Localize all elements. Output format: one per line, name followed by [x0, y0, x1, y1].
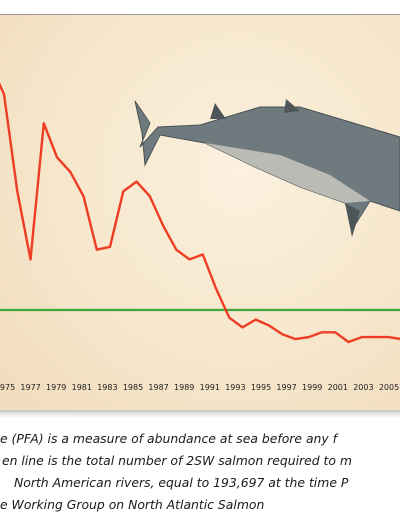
x-tick-label: 1997	[276, 383, 296, 392]
chart-panel: 1975 1977 1979 1981 1983 1985 1987 1989 1991 1993…	[0, 14, 400, 412]
x-tick-label: 2003	[353, 383, 373, 392]
caption-line-3: North American rivers, equal to 193,697 …	[14, 475, 349, 490]
x-tick-label: 1975	[0, 383, 15, 392]
salmon-illustration	[134, 99, 400, 237]
x-tick-label: 1999	[302, 383, 322, 392]
x-tick-label: 1979	[46, 383, 66, 392]
x-tick-label: 1983	[97, 383, 117, 392]
x-tick-label: 1987	[148, 383, 168, 392]
x-tick-label: 1981	[72, 383, 92, 392]
x-tick-label: 1995	[251, 383, 271, 392]
x-tick-label: 1993	[225, 383, 245, 392]
x-tick-label: 1977	[20, 383, 40, 392]
pfa-series-line	[0, 82, 400, 344]
caption-line-4: e Working Group on North Atlantic Salmon	[0, 497, 265, 512]
figure-caption: e (PFA) is a measure of abundance at sea…	[0, 428, 400, 516]
panel-shadow	[0, 410, 400, 418]
x-tick-label: 1989	[174, 383, 194, 392]
x-tick-label: 2001	[328, 383, 348, 392]
line-chart: 1975 1977 1979 1981 1983 1985 1987 1989 1991 1993…	[0, 82, 400, 392]
x-tick-label: 1991	[200, 383, 220, 392]
caption-line-2: en line is the total number of 2SW salmo…	[2, 453, 352, 468]
x-tick-label: 2005	[379, 383, 399, 392]
caption-line-1: e (PFA) is a measure of abundance at sea…	[0, 431, 338, 446]
x-tick-label: 1985	[123, 383, 143, 392]
